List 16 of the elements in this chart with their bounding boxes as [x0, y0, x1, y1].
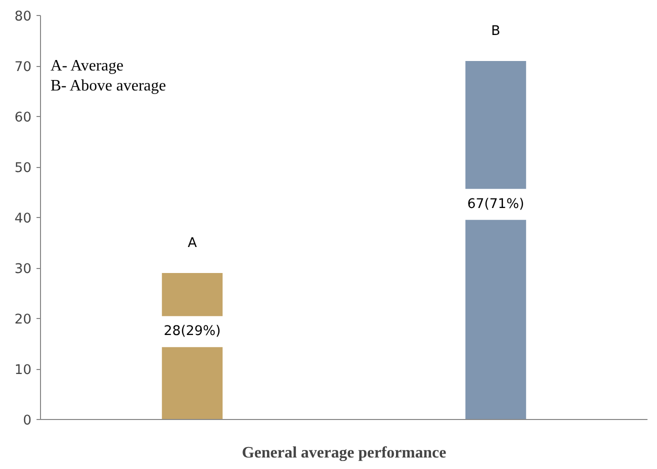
y-tick-label: 80 — [14, 10, 32, 24]
annotation: A- Average — [50, 58, 124, 74]
x-tick-label: A — [188, 236, 197, 252]
y-tick-label: 10 — [14, 363, 32, 378]
x-axis-title: General average performance — [242, 444, 446, 462]
y-tick-label: 0 — [23, 414, 32, 428]
annotation: B- Above average — [50, 78, 166, 94]
y-tick-label: 50 — [14, 161, 32, 176]
x-tick-label: B — [491, 24, 500, 39]
y-tick-label: 70 — [14, 60, 32, 75]
data-label: 67(71%) — [467, 196, 524, 212]
y-tick-label: 20 — [14, 312, 32, 328]
data-label: 28(29%) — [164, 324, 221, 340]
y-tick-label: 30 — [14, 262, 32, 277]
y-tick-label: 60 — [14, 110, 32, 126]
y-tick-label: 40 — [14, 212, 32, 226]
